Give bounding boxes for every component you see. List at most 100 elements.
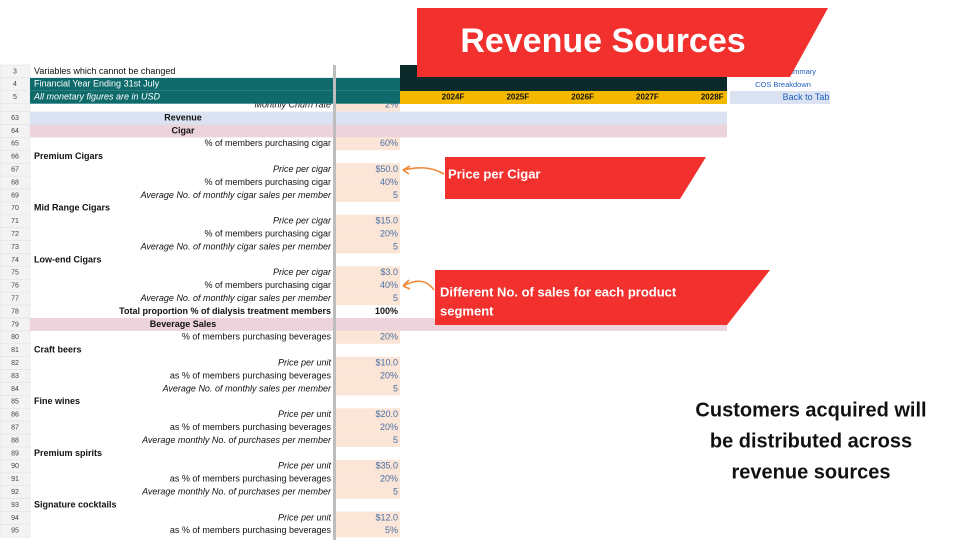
callout-arrow [402,167,445,175]
row-number: 82 [11,360,19,367]
value-cell [336,189,400,202]
year-label: 2028F [701,93,724,102]
row-value: 5 [393,487,398,497]
value-cell [336,369,400,383]
year-label: 2025F [506,93,529,102]
row-value: 60% [380,138,398,148]
row-number: 76 [11,283,19,290]
note-text: be distributed across [710,430,912,452]
row-number: 94 [11,515,19,522]
row-value: $50.0 [375,164,398,174]
row-value: $3.0 [380,267,398,277]
row-label: Premium Cigars [34,151,103,161]
year-label: 2027F [636,93,659,102]
callout-text: segment [440,303,494,318]
header-band [336,77,400,91]
row-label: Financial Year Ending 31st July [34,79,160,89]
row-label: % of members purchasing beverages [182,332,332,342]
row-number: 4 [13,81,17,88]
row-label: Beverage Sales [150,319,217,329]
value-cell [336,240,400,254]
value-cell [336,137,400,151]
row-label: Premium spirits [34,448,102,458]
nav-link[interactable]: Summary [784,67,816,76]
row-label: Price per cigar [273,216,332,226]
row-number: 72 [11,231,19,238]
row-value: 100% [375,306,398,316]
year-label: 2024F [442,93,465,102]
callout-arrow [402,280,435,291]
year-band [400,91,727,104]
value-cell [336,408,400,422]
header-band [30,77,333,91]
value-cell [336,434,400,447]
value-cell [336,524,400,538]
row-label: as % of members purchasing beverages [170,474,332,484]
row-label: Price per unit [278,512,332,522]
value-cell [336,163,400,177]
row-number: 74 [11,257,19,264]
row-label: Fine wines [34,396,80,406]
value-cell [336,382,400,396]
callout-box [435,270,770,325]
callout-box [445,157,706,199]
row-number: 78 [11,308,19,315]
row-number: 85 [11,399,19,406]
row-label: Average monthly No. of purchases per mem… [141,435,332,445]
nav-link[interactable]: Back to Tab [783,92,830,102]
value-cell [336,279,400,293]
row-value: 5 [393,241,398,251]
value-cell [336,356,400,370]
row-value: 20% [380,370,398,380]
callout-text: Different No. of sales for each product [440,284,677,299]
row-number: 66 [11,154,19,161]
value-cell [336,421,400,435]
row-value: $35.0 [375,461,398,471]
row-number: 65 [11,141,19,148]
callout-text: Price per Cigar [448,166,541,181]
row-label: Craft beers [34,345,82,355]
title: Revenue Sources [460,22,745,60]
row-label: Revenue [164,112,202,122]
arrow-head [402,279,411,290]
row-label: Average No. of monthly sales per member [162,383,332,393]
row-value: $12.0 [375,512,398,522]
row-value: 20% [380,332,398,342]
note-text: Customers acquired will [695,399,926,421]
row-value: $15.0 [375,216,398,226]
row-label: as % of members purchasing beverages [170,370,332,380]
title-banner [417,8,828,77]
row-number: 90 [11,463,19,470]
row-value: 5 [393,435,398,445]
row-label: All monetary figures are in USD [33,92,161,102]
row-value: 5 [393,293,398,303]
row-value: $10.0 [375,358,398,368]
row-number: 91 [11,476,19,483]
row-label: % of members purchasing cigar [204,138,331,148]
row-label: Low-end Cigars [34,254,102,264]
row-value: $20.0 [375,409,398,419]
frozen-divider [333,65,336,540]
row-number: 69 [11,192,19,199]
row-number: 73 [11,244,19,251]
value-cell [336,459,400,473]
row-label: % of members purchasing cigar [204,177,331,187]
row-number: 88 [11,437,19,444]
value-cell [336,292,400,306]
nav-link[interactable]: COS Breakdown [755,80,811,89]
value-cell [336,214,400,228]
row-value: 20% [380,229,398,239]
row-label: Price per cigar [273,267,332,277]
row-value: 20% [380,474,398,484]
value-cell [336,472,400,486]
row-label: Total proportion % of dialysis treatment… [119,306,331,316]
row-number: 86 [11,412,19,419]
row-number: 89 [11,450,19,457]
row-number: 81 [11,347,19,354]
arrow-head [402,165,411,175]
row-number: 93 [11,502,19,509]
row-label: Average No. of monthly cigar sales per m… [140,190,332,200]
row-number: 92 [11,489,19,496]
row-number: 77 [11,295,19,302]
